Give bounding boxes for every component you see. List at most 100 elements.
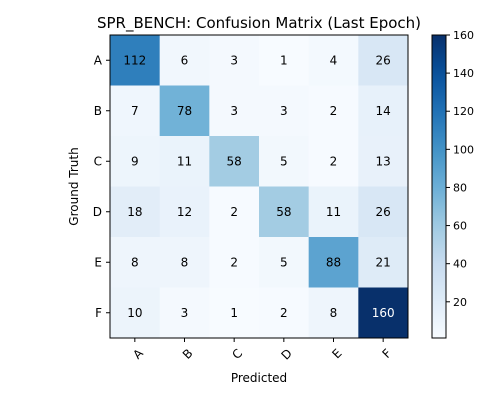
heatmap-cell	[209, 85, 260, 137]
cell-value-label: 6	[181, 53, 189, 67]
heatmap-cells	[110, 35, 409, 339]
heatmap-cell	[159, 35, 210, 86]
cell-value-label: 3	[230, 104, 238, 118]
cell-value-label: 5	[280, 154, 288, 168]
cell-value-label: 14	[376, 104, 391, 118]
cell-value-label: 11	[326, 205, 341, 219]
x-axis-label: Predicted	[231, 371, 287, 385]
cell-value-label: 2	[230, 205, 238, 219]
heatmap-cell	[358, 186, 409, 238]
cell-value-label: 1	[230, 306, 238, 320]
colorbar-tick-label: 40	[453, 258, 467, 271]
heatmap-cell	[209, 186, 260, 238]
cell-value-label: 5	[280, 255, 288, 269]
cell-value-label: 10	[127, 306, 142, 320]
heatmap-cell	[308, 287, 359, 339]
y-tick-label: C	[94, 154, 102, 168]
colorbar-tick-label: 140	[453, 67, 474, 80]
heatmap-cell	[308, 35, 359, 86]
heatmap-cell	[358, 85, 409, 137]
cell-value-label: 88	[326, 255, 341, 269]
cell-value-label: 26	[376, 53, 391, 67]
heatmap-cell	[308, 237, 359, 288]
x-tick-label: F	[379, 346, 394, 361]
heatmap-cell	[159, 186, 210, 238]
x-tick-label: A	[130, 346, 146, 362]
heatmap-cell	[259, 237, 310, 288]
heatmap-cell	[358, 35, 409, 86]
heatmap-cell	[110, 85, 161, 137]
heatmap-cell	[209, 287, 260, 339]
colorbar-tick-label: 60	[453, 220, 467, 233]
heatmap-cell	[110, 186, 161, 238]
cell-value-label: 58	[276, 205, 291, 219]
y-axis-ticks: A B C D E F	[93, 53, 110, 320]
cell-value-label: 4	[330, 53, 338, 67]
colorbar: 20 40 60 80 100 120 140 160	[431, 29, 474, 339]
cell-value-label: 7	[131, 104, 139, 118]
x-tick-label: B	[180, 346, 196, 362]
colorbar-tick-label: 160	[453, 29, 474, 42]
cell-value-label: 58	[227, 154, 242, 168]
heatmap-cell	[308, 136, 359, 187]
heatmap-cell	[209, 136, 260, 187]
heatmap-cell	[358, 237, 409, 288]
cell-value-label: 2	[330, 154, 338, 168]
heatmap-cell	[159, 136, 210, 187]
x-tick-label: D	[278, 346, 294, 362]
cell-value-label: 3	[230, 53, 238, 67]
cell-value-label: 11	[177, 154, 192, 168]
heatmap-cell	[259, 186, 310, 238]
cell-value-label: 3	[280, 104, 288, 118]
heatmap-cell	[209, 237, 260, 288]
heatmap-cell	[159, 85, 210, 137]
heatmap-cell	[358, 287, 409, 339]
heatmap-cell	[209, 35, 260, 86]
heatmap-cell	[259, 85, 310, 137]
heatmap-cell	[110, 237, 161, 288]
cell-value-label: 8	[330, 306, 338, 320]
heatmap-cell	[110, 35, 161, 86]
heatmap-cell	[110, 287, 161, 339]
heatmap-cell	[259, 35, 310, 86]
x-axis-ticks: A B C D E F	[130, 338, 394, 363]
heatmap-cell	[110, 136, 161, 187]
colorbar-tick-label: 100	[453, 143, 474, 156]
x-tick-label: E	[329, 346, 344, 361]
chart-title: SPR_BENCH: Confusion Matrix (Last Epoch)	[97, 14, 421, 33]
colorbar-frame	[431, 34, 447, 339]
cell-value-label: 8	[131, 255, 139, 269]
cell-value-label: 2	[230, 255, 238, 269]
cell-value-label: 1	[280, 53, 288, 67]
heatmap-cell	[259, 136, 310, 187]
cell-value-label: 112	[123, 53, 146, 67]
heatmap-cell	[308, 85, 359, 137]
colorbar-tick-label: 20	[453, 296, 467, 309]
cell-value-label: 8	[181, 255, 189, 269]
heatmap-cell	[159, 287, 210, 339]
y-tick-label: E	[94, 255, 102, 269]
colorbar-tick-label: 80	[453, 181, 467, 194]
cell-value-label: 2	[330, 104, 338, 118]
y-tick-label: B	[94, 104, 102, 118]
colorbar-gradient	[432, 35, 446, 338]
cell-value-label: 78	[177, 104, 192, 118]
colorbar-tick-label: 120	[453, 105, 474, 118]
cell-value-label: 2	[280, 306, 288, 320]
heatmap-cell	[358, 136, 409, 187]
plot-frame	[109, 34, 409, 339]
cell-value-label: 160	[372, 306, 395, 320]
cell-value-label: 12	[177, 205, 192, 219]
x-tick-label: C	[229, 346, 245, 362]
cell-value-label: 18	[127, 205, 142, 219]
cell-value-label: 9	[131, 154, 139, 168]
cell-value-label: 3	[181, 306, 189, 320]
y-tick-label: F	[95, 306, 102, 320]
y-axis-label: Ground Truth	[67, 147, 81, 225]
heatmap-cell	[259, 287, 310, 339]
y-tick-label: A	[94, 53, 103, 67]
y-tick-label: D	[93, 205, 102, 219]
heatmap-cell	[159, 237, 210, 288]
